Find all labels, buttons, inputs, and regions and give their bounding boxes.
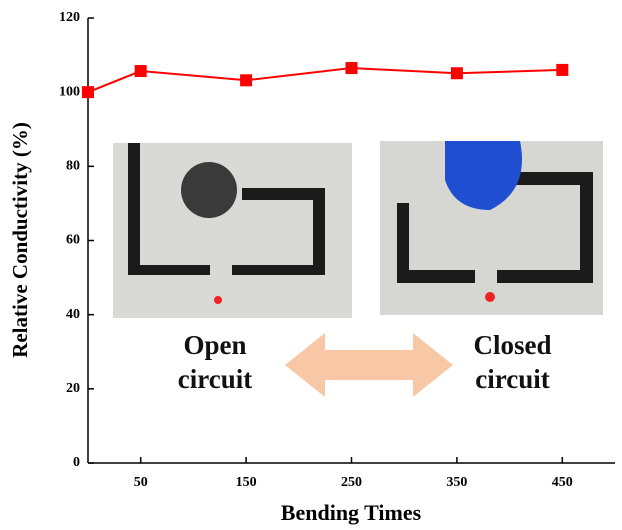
y-tick-label: 60 [66, 233, 80, 248]
x-tick-label: 50 [134, 475, 148, 490]
x-axis-title: Bending Times [281, 500, 422, 525]
photo-closed [380, 141, 603, 315]
x-tick-label: 350 [446, 475, 467, 490]
data-point [135, 65, 147, 77]
x-tick-label: 450 [552, 475, 573, 490]
chart: Relative Conductivity (%) Bending Times … [0, 0, 622, 530]
annotation: Closed circuit [455, 328, 570, 396]
y-axis-title: Relative Conductivity (%) [8, 122, 32, 358]
figure: Relative Conductivity (%) Bending Times … [0, 0, 622, 530]
data-point [451, 67, 463, 79]
x-tick-label: 250 [341, 475, 362, 490]
x-tick-label: 150 [236, 475, 257, 490]
y-tick-label: 20 [66, 381, 80, 396]
photo-open [113, 143, 352, 318]
data-point [556, 64, 568, 76]
y-tick-label: 0 [73, 455, 80, 470]
data-point [346, 62, 358, 74]
y-tick-label: 100 [59, 84, 80, 99]
y-tick-label: 80 [66, 159, 80, 174]
arrow [285, 333, 453, 397]
data-point [240, 74, 252, 86]
annotation: Open circuit [160, 328, 270, 396]
data-line [88, 68, 562, 92]
y-tick-label: 120 [59, 10, 80, 25]
y-tick-label: 40 [66, 307, 80, 322]
data-point [82, 86, 94, 98]
